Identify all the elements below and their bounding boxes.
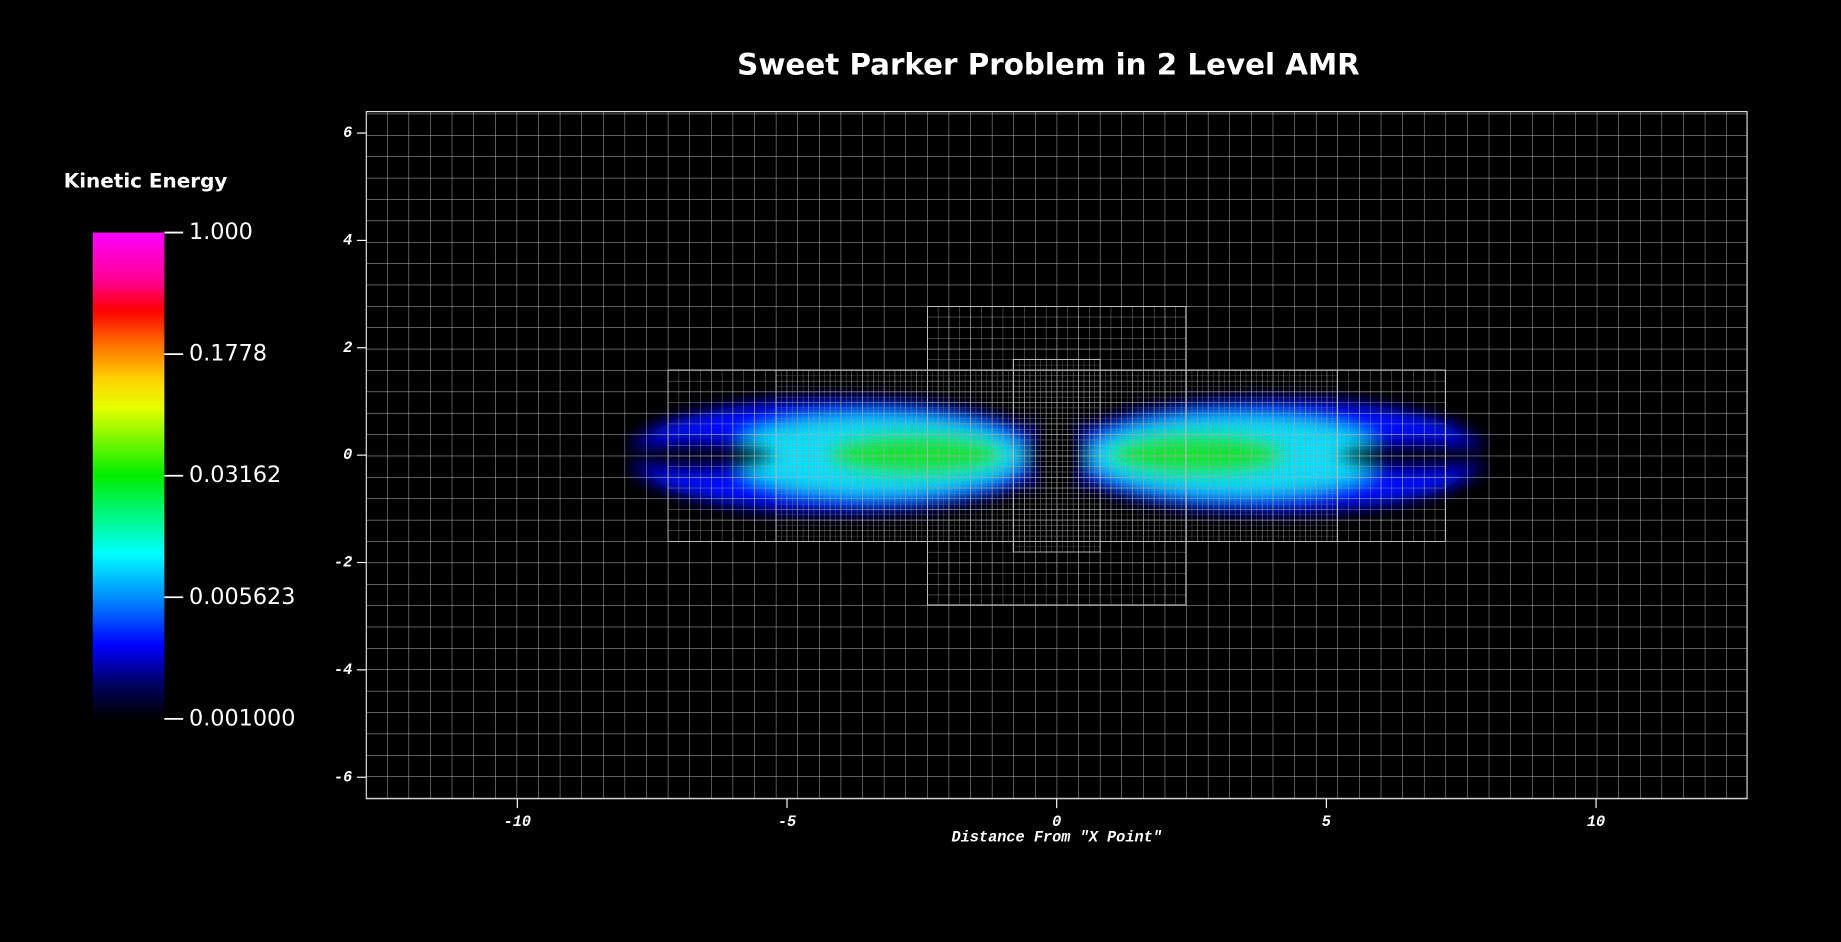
x-tick-label: 10 bbox=[1587, 813, 1605, 831]
colorbar-tick-label: 1.000 bbox=[189, 219, 253, 245]
x-tick-label: 0 bbox=[1052, 813, 1061, 831]
y-tick-label: 6 bbox=[343, 124, 352, 142]
chart-title: Sweet Parker Problem in 2 Level AMR bbox=[737, 47, 1360, 81]
colorbar-tick-label: 0.005623 bbox=[189, 584, 295, 610]
colorbar-title: Kinetic Energy bbox=[64, 169, 228, 193]
y-tick-label: 0 bbox=[343, 446, 352, 464]
x-tick-label: 5 bbox=[1322, 813, 1331, 831]
x-tick-label: -5 bbox=[778, 813, 796, 831]
colorbar-tick-label: 0.1778 bbox=[189, 341, 267, 367]
y-tick-label: 4 bbox=[343, 231, 352, 249]
x-tick-label: -10 bbox=[504, 813, 531, 831]
colorbar-tick-label: 0.001000 bbox=[189, 705, 295, 731]
colorbar-tick-label: 0.03162 bbox=[189, 462, 281, 488]
amr-mesh bbox=[365, 110, 1748, 800]
y-tick-label: 2 bbox=[343, 339, 352, 357]
y-tick-label: -2 bbox=[334, 554, 352, 572]
x-axis-label: Distance From "X Point" bbox=[951, 828, 1161, 846]
y-tick-label: -6 bbox=[334, 768, 352, 786]
y-tick-label: -4 bbox=[334, 661, 352, 679]
colorbar bbox=[92, 232, 165, 719]
